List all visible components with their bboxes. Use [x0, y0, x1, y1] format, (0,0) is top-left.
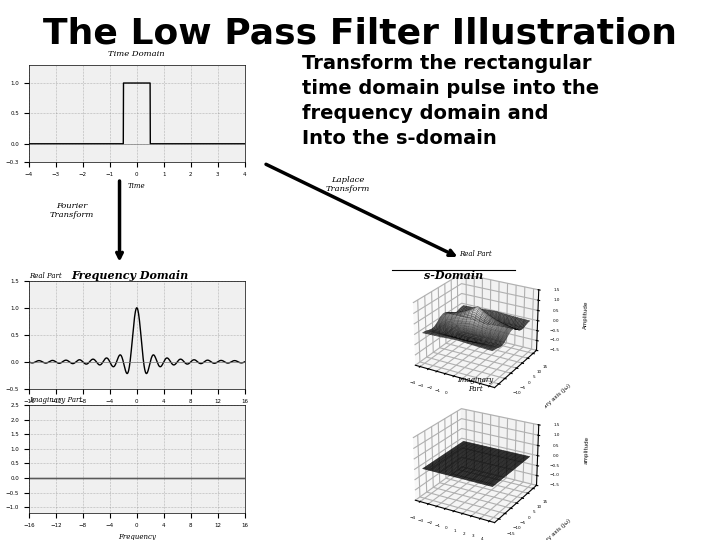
- X-axis label: Frequency: Frequency: [118, 534, 156, 540]
- Text: Real Part: Real Part: [29, 272, 61, 280]
- Y-axis label: Imaginary axis (jω): Imaginary axis (jω): [528, 383, 572, 422]
- Text: The Low Pass Filter Illustration: The Low Pass Filter Illustration: [43, 16, 677, 50]
- X-axis label: Real axis (σ): Real axis (σ): [416, 412, 451, 426]
- Title: Real Part: Real Part: [459, 251, 492, 259]
- Text: Laplace
Transform: Laplace Transform: [326, 176, 370, 193]
- X-axis label: Frequency: Frequency: [118, 409, 156, 417]
- Text: Transform the rectangular
time domain pulse into the
frequency domain and
Into t: Transform the rectangular time domain pu…: [302, 54, 600, 148]
- X-axis label: Time: Time: [128, 183, 145, 190]
- Title: Imaginary
Part: Imaginary Part: [457, 376, 493, 394]
- Text: Frequency Domain: Frequency Domain: [71, 270, 188, 281]
- Text: Imaginary Part: Imaginary Part: [29, 396, 82, 404]
- Title: Time Domain: Time Domain: [109, 50, 165, 58]
- Y-axis label: Imaginary axis (jω): Imaginary axis (jω): [528, 518, 572, 540]
- Text: Fourier
Transform: Fourier Transform: [50, 202, 94, 219]
- Text: s-Domain: s-Domain: [424, 270, 483, 281]
